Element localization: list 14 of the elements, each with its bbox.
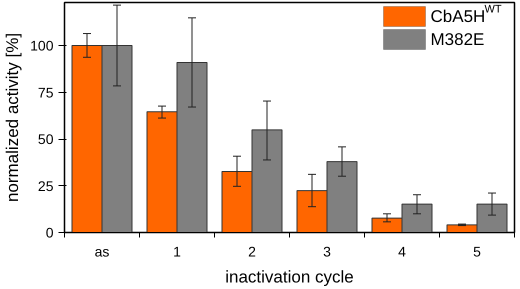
legend-label: M382E [430, 30, 484, 49]
x-tick-label: as [94, 244, 110, 260]
x-tick-label: 5 [473, 244, 482, 260]
x-tick-label: 2 [248, 244, 256, 260]
x-tick-label: 4 [398, 244, 406, 260]
x-axis-title: inactivation cycle [225, 268, 354, 286]
y-tick-label: 25 [38, 178, 54, 194]
x-tick-label: 3 [323, 244, 332, 260]
y-tick-label: 75 [38, 84, 54, 100]
y-tick-label: 100 [30, 38, 54, 54]
y-axis-title: normalized activity [%] [3, 32, 22, 202]
y-tick-label: 0 [46, 224, 54, 240]
x-tick-label: 1 [173, 244, 182, 260]
y-tick-label: 50 [38, 131, 54, 148]
